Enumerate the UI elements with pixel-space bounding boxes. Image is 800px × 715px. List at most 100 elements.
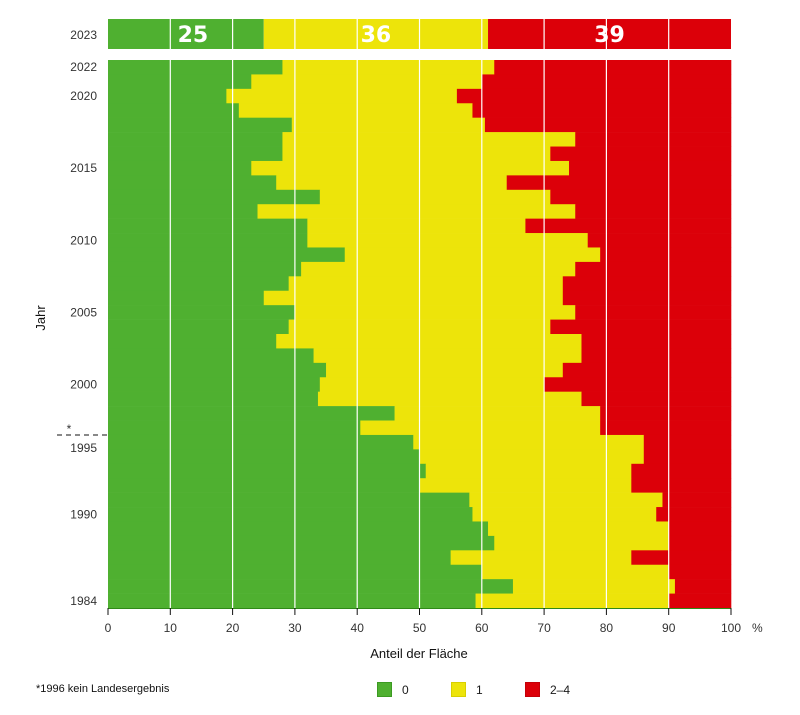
bar-segment-1 bbox=[291, 117, 486, 133]
x-axis-unit: % bbox=[752, 621, 763, 635]
bar-row-1985 bbox=[108, 579, 732, 594]
bar-segment-0 bbox=[108, 507, 473, 522]
bar-row-2018 bbox=[108, 117, 732, 133]
bar-segment-0 bbox=[108, 218, 308, 234]
x-tick-label: 60 bbox=[475, 621, 489, 635]
bar-segment-0 bbox=[108, 348, 314, 364]
bar-segment-0 bbox=[108, 247, 346, 263]
bar-row-1988 bbox=[108, 535, 732, 551]
bar-segment-1 bbox=[319, 189, 551, 205]
bar-row-1993 bbox=[108, 463, 732, 479]
bar-segment-2–4 bbox=[575, 132, 732, 147]
bar-row-2000 bbox=[108, 377, 732, 392]
bar-row-2008 bbox=[108, 261, 732, 277]
bar-segment-0 bbox=[108, 305, 296, 320]
y-tick-label: 2022 bbox=[70, 60, 97, 74]
bar-segment-0 bbox=[108, 319, 289, 335]
bar-segment-2–4 bbox=[656, 507, 732, 522]
y-tick-label: 1990 bbox=[70, 507, 97, 521]
bar-segment-0 bbox=[108, 74, 252, 90]
bar-segment-1 bbox=[294, 305, 576, 320]
bar-segment-1 bbox=[419, 478, 632, 493]
bar-segment-0 bbox=[108, 233, 308, 248]
highlight-value-label: 36 bbox=[361, 23, 392, 48]
stacked-bars bbox=[108, 60, 732, 609]
bar-segment-1 bbox=[481, 564, 669, 580]
bar-row-2006 bbox=[108, 290, 732, 306]
bar-segment-2–4 bbox=[587, 233, 732, 248]
y-tick-label: 2015 bbox=[70, 161, 97, 175]
bar-segment-2–4 bbox=[544, 377, 732, 392]
bar-segment-1 bbox=[307, 233, 589, 248]
bar-segment-0 bbox=[108, 362, 327, 378]
legend-label-0: 0 bbox=[402, 682, 409, 697]
bar-row-2016 bbox=[108, 146, 732, 162]
bar-segment-1 bbox=[276, 334, 582, 349]
legend-item-1: 1 bbox=[451, 682, 483, 697]
bar-segment-1 bbox=[413, 434, 645, 450]
legend-swatch-1 bbox=[451, 682, 466, 697]
bar-segment-0 bbox=[108, 550, 451, 566]
bar-segment-0 bbox=[108, 290, 265, 306]
x-tick-label: 70 bbox=[537, 621, 551, 635]
bar-row-1987 bbox=[108, 550, 732, 566]
bar-row-1984 bbox=[108, 593, 732, 609]
bar-row-2013 bbox=[108, 189, 732, 205]
legend-label-2: 2–4 bbox=[550, 682, 571, 697]
bar-segment-0 bbox=[108, 434, 414, 450]
bar-segment-2–4 bbox=[600, 247, 732, 263]
bar-segment-2–4 bbox=[600, 406, 732, 421]
bar-segment-0 bbox=[108, 146, 283, 162]
bar-segment-1 bbox=[394, 406, 601, 421]
bar-segment-2–4 bbox=[456, 88, 732, 104]
x-tick-label: 10 bbox=[164, 621, 178, 635]
highlight-value-label: 25 bbox=[178, 23, 209, 48]
bar-segment-0 bbox=[108, 103, 240, 118]
bar-segment-2–4 bbox=[575, 261, 732, 277]
bar-segment-2–4 bbox=[581, 348, 732, 364]
highlight-segment-2–4 bbox=[488, 19, 731, 49]
bar-segment-1 bbox=[282, 60, 495, 75]
bar-segment-1 bbox=[425, 463, 632, 479]
bar-segment-2–4 bbox=[581, 391, 732, 407]
bar-segment-0 bbox=[108, 117, 293, 133]
bar-segment-0 bbox=[108, 334, 277, 349]
bar-segment-2–4 bbox=[550, 146, 732, 162]
bar-segment-2–4 bbox=[631, 550, 732, 566]
bar-row-1990 bbox=[108, 507, 732, 522]
bar-segment-0 bbox=[108, 377, 321, 392]
bar-segment-1 bbox=[494, 535, 669, 551]
bar-segment-2–4 bbox=[575, 204, 732, 219]
bar-segment-2–4 bbox=[494, 60, 732, 75]
bar-segment-2–4 bbox=[631, 478, 732, 493]
bar-segment-0 bbox=[108, 521, 489, 537]
bar-row-2005 bbox=[108, 305, 732, 320]
bar-segment-0 bbox=[108, 88, 227, 104]
legend: 0 1 2–4 bbox=[0, 682, 800, 702]
highlight-bar-2023: 25 36 39 2023 bbox=[70, 19, 731, 49]
bar-segment-2–4 bbox=[569, 160, 732, 176]
bar-segment-2–4 bbox=[506, 175, 732, 191]
bar-segment-0 bbox=[108, 276, 289, 292]
bar-segment-1 bbox=[288, 276, 564, 292]
bar-segment-1 bbox=[282, 146, 551, 162]
y-axis-title: Jahr bbox=[33, 305, 48, 331]
x-axis: 0 10 20 30 40 50 60 70 80 90 100 bbox=[105, 608, 741, 635]
x-tick-label: 0 bbox=[105, 621, 112, 635]
x-tick-label: 20 bbox=[226, 621, 240, 635]
bar-segment-0 bbox=[108, 492, 470, 508]
bar-segment-2–4 bbox=[472, 103, 732, 118]
bar-segment-0 bbox=[108, 189, 321, 205]
bar-segment-0 bbox=[108, 420, 361, 436]
bar-segment-1 bbox=[319, 377, 545, 392]
bar-segment-2–4 bbox=[562, 362, 732, 378]
bar-segment-2–4 bbox=[575, 305, 732, 320]
x-tick-label: 80 bbox=[600, 621, 614, 635]
bar-segment-2–4 bbox=[484, 117, 732, 133]
bar-row-2001 bbox=[108, 362, 732, 378]
bar-segment-0 bbox=[108, 160, 252, 176]
bar-segment-2–4 bbox=[668, 521, 732, 537]
bar-segment-1 bbox=[307, 218, 526, 234]
bar-row-2022 bbox=[108, 60, 732, 75]
x-tick-label: 30 bbox=[288, 621, 302, 635]
